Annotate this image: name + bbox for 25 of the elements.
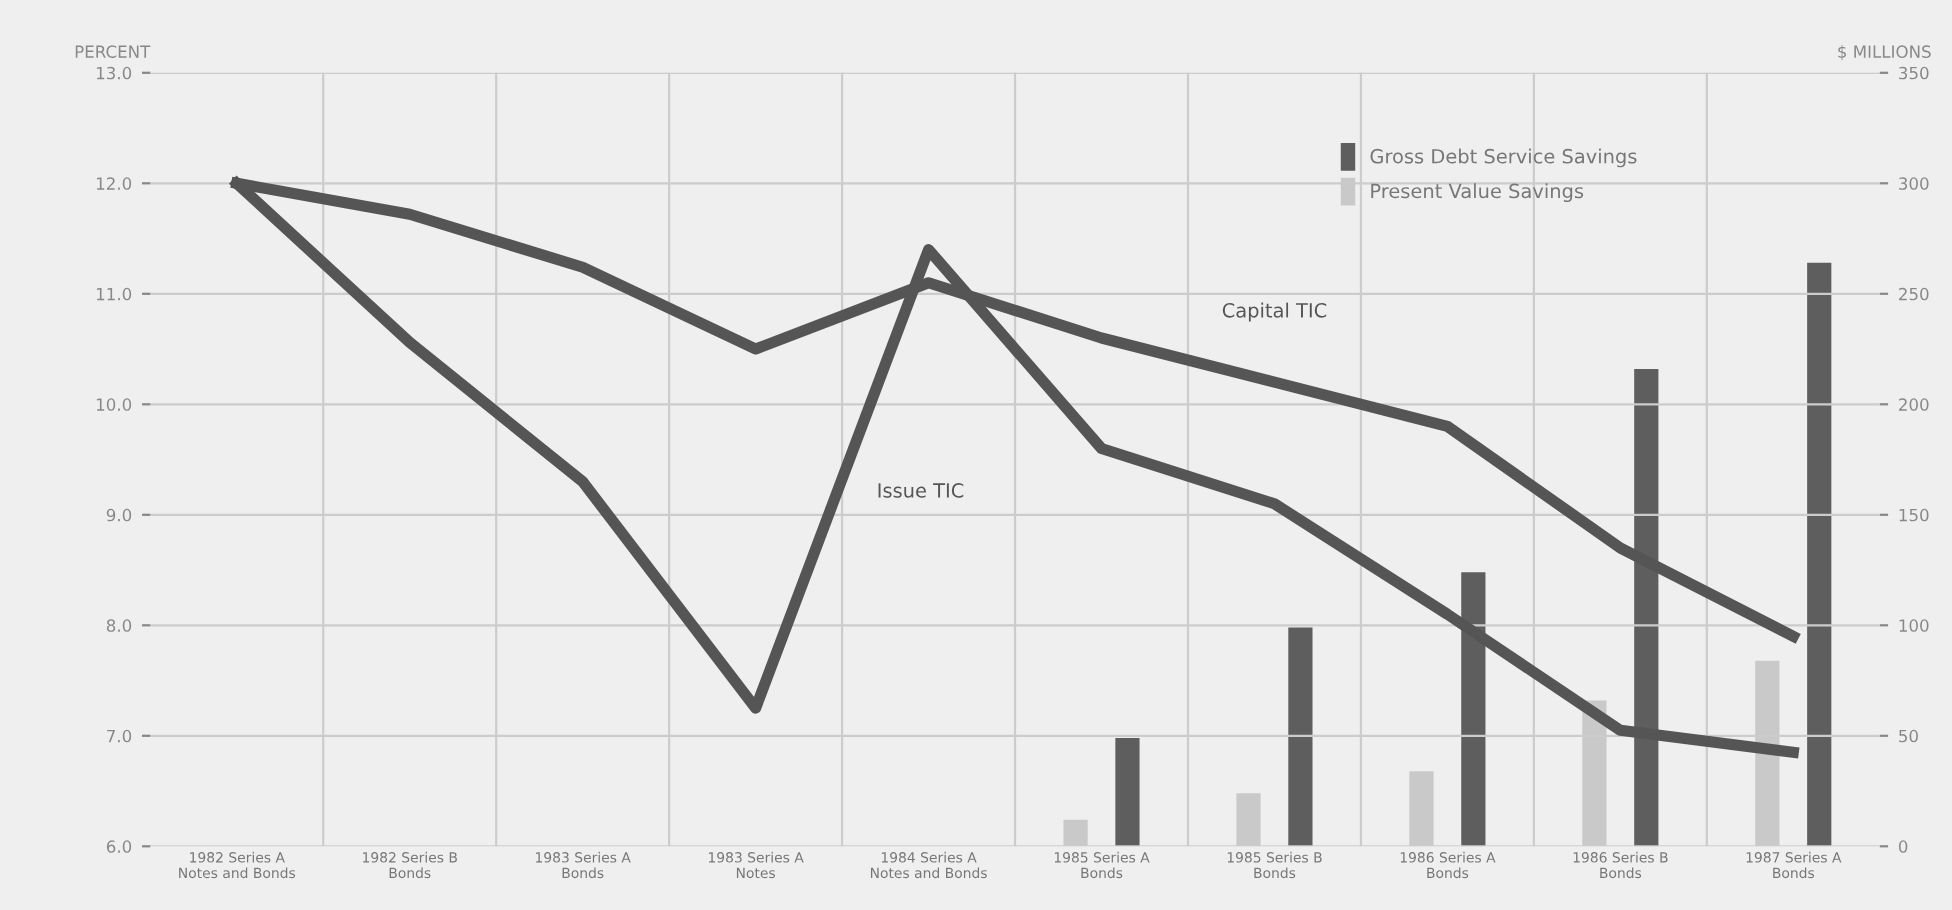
y2-tick-label: 0 xyxy=(1898,840,1908,853)
text: Capital TIC xyxy=(1222,302,1327,322)
y-tick-label: 9.0 xyxy=(106,508,132,522)
y-tick-label: 8.0 xyxy=(106,619,132,632)
y2-tick-label: 200 xyxy=(1899,398,1929,411)
y-axis-title: PERCENT xyxy=(75,45,151,58)
series-label: Issue TIC xyxy=(878,483,964,498)
y2-tick-label: 300 xyxy=(1899,177,1929,190)
bar xyxy=(1807,262,1832,847)
y2-tick-label: 350 xyxy=(1899,66,1929,80)
bar xyxy=(1115,738,1140,847)
y-tick-label: 7.0 xyxy=(107,729,132,743)
y-tick-label: 10.0 xyxy=(96,398,132,411)
y2-tick-label: 150 xyxy=(1899,508,1929,522)
bar xyxy=(1288,627,1313,847)
y-tick-label: 6.0 xyxy=(106,840,132,853)
y2-tick-label: 50 xyxy=(1899,729,1918,743)
y-tick-label: 11.0 xyxy=(96,287,132,301)
y-tick-label: 13.0 xyxy=(96,66,132,80)
y2-tick-label: 100 xyxy=(1899,619,1929,632)
legend-label: Gross Debt Service Savings xyxy=(1370,148,1637,168)
y-tick-label: 12.0 xyxy=(96,177,132,190)
legend-label: Present Value Savings xyxy=(1371,183,1584,203)
y2-axis-title: $ MILLIONS xyxy=(1838,45,1931,61)
y2-tick-label: 250 xyxy=(1899,287,1929,301)
